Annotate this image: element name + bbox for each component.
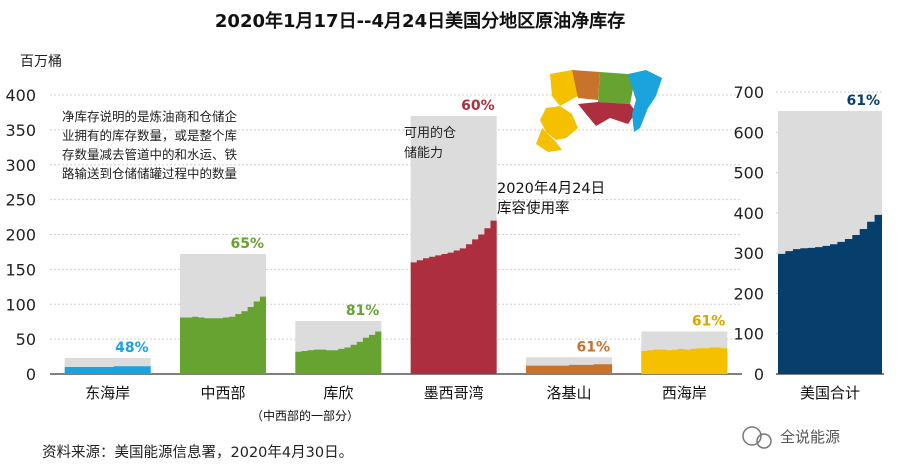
region-total-pct-label: 61% <box>846 93 880 109</box>
region-1-category-label: 中西部 <box>200 384 245 402</box>
region-2-category-label: 库欣 <box>323 384 353 402</box>
y-tick-left-7: 350 <box>5 121 36 140</box>
us-region-map-icon <box>536 70 662 152</box>
region-4-stock-area <box>526 364 612 374</box>
wechat-icon <box>742 426 762 446</box>
wechat-icon-secondary <box>756 433 772 449</box>
y-tick-left-1: 50 <box>16 330 36 349</box>
y-ticks-right: 0 100 200 300 400 500 600 700 <box>733 83 764 384</box>
category-labels: 东海岸 中西部 库欣 墨西哥湾 洛基山 西海岸 美国合计 <box>85 384 860 402</box>
note-line-4: 路输送到仓储储罐过程中的数量 <box>62 166 237 181</box>
region-3-stock-area <box>410 220 497 374</box>
bars-group <box>64 110 882 375</box>
y-tick-left-3: 150 <box>5 260 36 279</box>
y-tick-right-4: 400 <box>733 204 764 223</box>
y-tick-right-2: 200 <box>733 284 764 303</box>
region-2-stock-area <box>295 331 382 374</box>
region-5-pct-label: 61% <box>692 313 726 329</box>
region-0-pct-label: 48% <box>115 340 149 356</box>
region-5-category-label: 西海岸 <box>662 384 707 402</box>
watermark-text: 全说能源 <box>780 428 840 446</box>
watermark: 全说能源 <box>742 426 840 449</box>
definition-note: 净库存说明的是炼油商和仓储企 业拥有的库存数量，或是整个库 存数量减去管道中的和… <box>62 109 238 181</box>
y-tick-right-6: 600 <box>733 123 764 142</box>
capacity-label-line-2: 储能力 <box>404 146 443 161</box>
y-tick-right-0: 0 <box>754 365 764 384</box>
y-tick-right-7: 700 <box>733 83 764 102</box>
region-total-category-label: 美国合计 <box>800 384 860 402</box>
kuxin-sublabel: （中西部的一部分） <box>251 408 359 423</box>
region-4-category-label: 洛基山 <box>546 384 591 402</box>
y-tick-right-1: 100 <box>733 325 764 344</box>
note-line-1: 净库存说明的是炼油商和仓储企 <box>62 109 238 124</box>
callout-line-2: 库容使用率 <box>497 200 570 217</box>
region-3-category-label: 墨西哥湾 <box>424 384 484 402</box>
source-note: 资料来源：美国能源信息署，2020年4月30日。 <box>42 444 353 461</box>
y-tick-left-2: 100 <box>5 295 36 314</box>
y-tick-right-5: 500 <box>733 164 764 183</box>
chart-title: 2020年1月17日--4月24日美国分地区原油净库存 <box>215 10 625 32</box>
y-tick-right-3: 300 <box>733 244 764 263</box>
percent-labels: 48% 65% 81% 60% 61% 61% 61% <box>115 93 880 356</box>
capacity-label-line-1: 可用的仓 <box>404 125 456 141</box>
region-4-pct-label: 61% <box>576 339 610 355</box>
y-tick-left-8: 400 <box>5 86 36 105</box>
y-tick-left-5: 250 <box>5 191 36 210</box>
note-line-3: 存数量减去管道中的和水运、铁 <box>62 147 238 162</box>
y-tick-left-6: 300 <box>5 156 36 175</box>
note-line-2: 业拥有的库存数量，或是整个库 <box>62 128 237 143</box>
grid-left <box>50 94 742 375</box>
region-5-stock-area <box>641 347 728 374</box>
y-tick-left-4: 200 <box>5 226 36 245</box>
y-ticks-left: 0 50 100 150 200 250 300 350 400 <box>5 86 36 384</box>
region-3-pct-label: 60% <box>461 98 495 114</box>
region-1-stock-area <box>180 296 266 374</box>
region-0-category-label: 东海岸 <box>85 384 130 402</box>
y-axis-label: 百万桶 <box>20 54 62 70</box>
region-0-stock-area <box>64 366 151 374</box>
callout-line-1: 2020年4月24日 <box>497 180 605 197</box>
region-2-pct-label: 81% <box>346 303 380 319</box>
region-1-pct-label: 65% <box>230 236 264 252</box>
region-total-stock-area <box>778 214 882 374</box>
y-tick-left-0: 0 <box>26 365 36 384</box>
